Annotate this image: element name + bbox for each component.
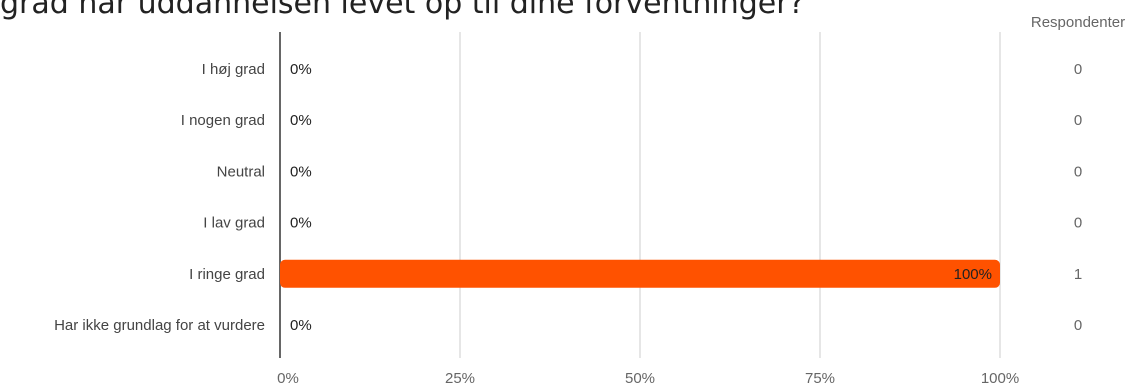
category-label: I ringe grad	[189, 266, 265, 283]
x-tick-label: 50%	[625, 370, 655, 387]
category-label: Har ikke grundlag for at vurdere	[54, 317, 265, 334]
category-label: I nogen grad	[181, 112, 265, 129]
chart-title: grad har uddannelsen levet op til dine f…	[0, 0, 805, 21]
bar	[280, 259, 1000, 288]
respondent-count: 0	[1074, 317, 1082, 334]
category-label: Neutral	[217, 163, 265, 180]
value-label: 0%	[290, 215, 312, 232]
x-tick-label: 75%	[805, 370, 835, 387]
value-label: 0%	[290, 163, 312, 180]
labels: 0% 25% 50% 75% 100%I høj grad 0% 0I nogen grad…	[54, 61, 1082, 387]
category-label: I høj grad	[202, 61, 265, 78]
category-label: I lav grad	[203, 215, 265, 232]
value-label: 100%	[954, 266, 992, 283]
grid-lines	[279, 32, 1001, 358]
respondent-count: 0	[1074, 163, 1082, 180]
value-label: 0%	[290, 61, 312, 78]
respondent-count: 1	[1074, 266, 1082, 283]
value-label: 0%	[290, 317, 312, 334]
value-label: 0%	[290, 112, 312, 129]
bars	[280, 259, 1000, 288]
respondent-count: 0	[1074, 215, 1082, 232]
x-tick-label: 100%	[981, 370, 1019, 387]
x-tick-label: 25%	[445, 370, 475, 387]
respondent-count: 0	[1074, 112, 1082, 129]
respondents-header: Respondenter	[1031, 14, 1125, 31]
respondent-count: 0	[1074, 61, 1082, 78]
x-tick-label: 0%	[277, 370, 299, 387]
